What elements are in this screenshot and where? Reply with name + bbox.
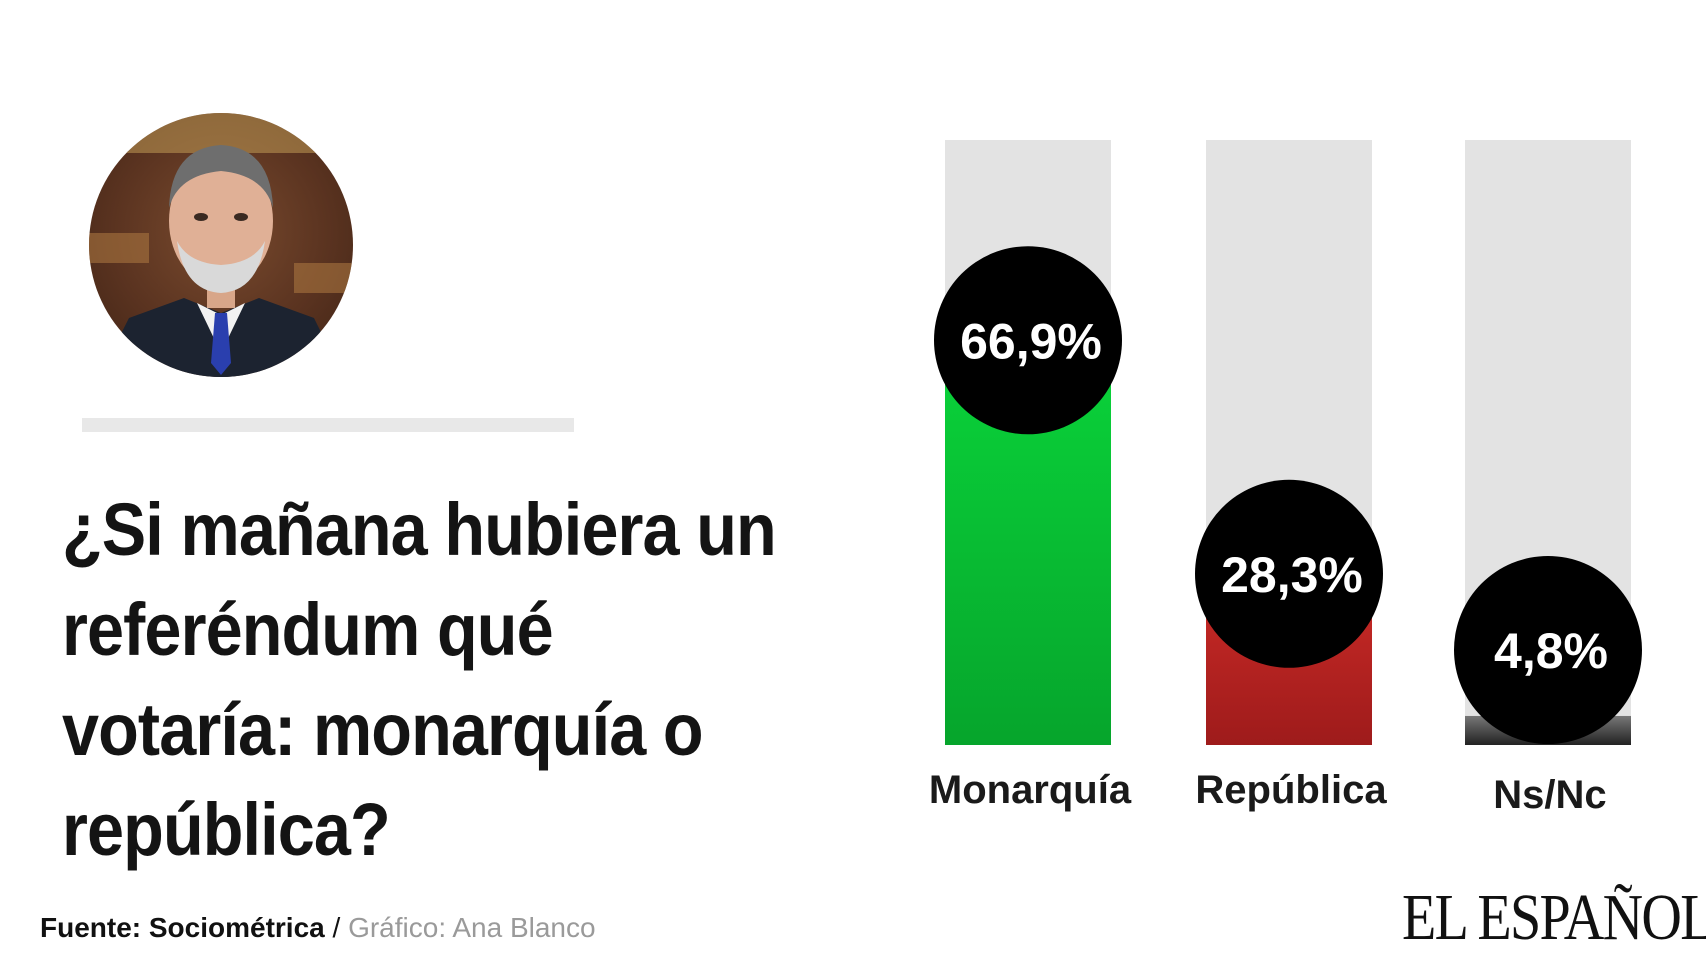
- source-text: Fuente: Sociométrica: [40, 912, 325, 943]
- value-badge-republica: [1195, 479, 1383, 668]
- footer-separator: /: [324, 912, 349, 943]
- divider: [82, 418, 574, 432]
- value-badge-monarquia: [934, 246, 1122, 435]
- credit-text: Gráfico: Ana Blanco: [348, 912, 596, 943]
- value-label-monarquia: 66,9%: [960, 313, 1102, 369]
- value-label-ns-nc: 4,8%: [1494, 623, 1608, 679]
- footer: Fuente: Sociométrica / Gráfico: Ana Blan…: [40, 912, 596, 944]
- el-espanol-logo: EL ESPAÑOL: [1402, 881, 1706, 954]
- chart-question: ¿Si mañana hubiera un referéndum qué vot…: [62, 488, 777, 871]
- category-label-monarquia: Monarquía: [929, 768, 1132, 812]
- category-label-republica: República: [1195, 768, 1387, 812]
- category-label-ns-nc: Ns/Nc: [1493, 773, 1606, 817]
- value-label-republica: 28,3%: [1221, 547, 1363, 603]
- value-badge-ns-nc: [1454, 556, 1642, 744]
